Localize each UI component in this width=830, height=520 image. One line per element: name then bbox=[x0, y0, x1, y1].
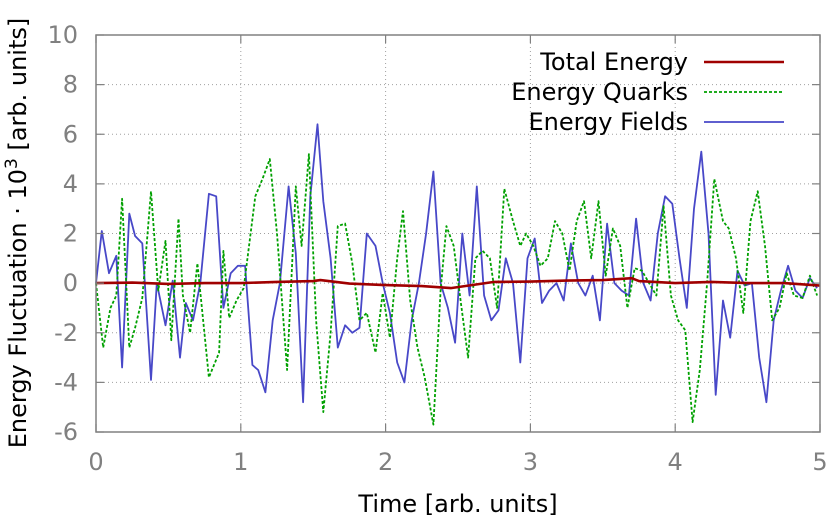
y-tick-label: 2 bbox=[63, 220, 78, 248]
x-tick-label: 3 bbox=[523, 448, 538, 476]
y-axis-title-suffix: [arb. units] bbox=[4, 18, 32, 158]
legend-label: Energy Fields bbox=[528, 108, 688, 136]
y-tick-label: 0 bbox=[63, 269, 78, 297]
axis-ticks bbox=[95, 34, 821, 433]
y-tick-label: 4 bbox=[63, 170, 78, 198]
series-line-energy-quarks bbox=[95, 153, 818, 426]
y-axis-title-exponent: 3 bbox=[2, 158, 22, 169]
series-group bbox=[95, 123, 821, 426]
y-tick-label: 8 bbox=[63, 71, 78, 99]
x-axis-title: Time [arb. units] bbox=[357, 490, 557, 518]
x-tick-label: 1 bbox=[233, 448, 248, 476]
y-axis-title: Energy Fluctuation · 103 [arb. units] bbox=[2, 18, 32, 449]
legend-label: Total Energy bbox=[539, 48, 688, 76]
y-tick-label: 10 bbox=[47, 21, 78, 49]
legend-label: Energy Quarks bbox=[511, 78, 688, 106]
tick-labels: 0 1 2 3 4 5 -6 -4 -2 0 2 4 6 8 10 bbox=[47, 21, 827, 476]
y-tick-label: -4 bbox=[54, 368, 78, 396]
x-tick-label: 2 bbox=[378, 448, 393, 476]
y-tick-label: -2 bbox=[54, 319, 78, 347]
y-axis-title-prefix: Energy Fluctuation · 10 bbox=[4, 169, 32, 448]
x-tick-label: 5 bbox=[812, 448, 827, 476]
x-tick-label: 0 bbox=[88, 448, 103, 476]
series-line-energy-fields bbox=[95, 123, 818, 404]
y-tick-label: -6 bbox=[54, 418, 78, 446]
y-tick-label: 6 bbox=[63, 120, 78, 148]
series-line-total-energy bbox=[95, 276, 821, 290]
x-tick-label: 4 bbox=[668, 448, 683, 476]
